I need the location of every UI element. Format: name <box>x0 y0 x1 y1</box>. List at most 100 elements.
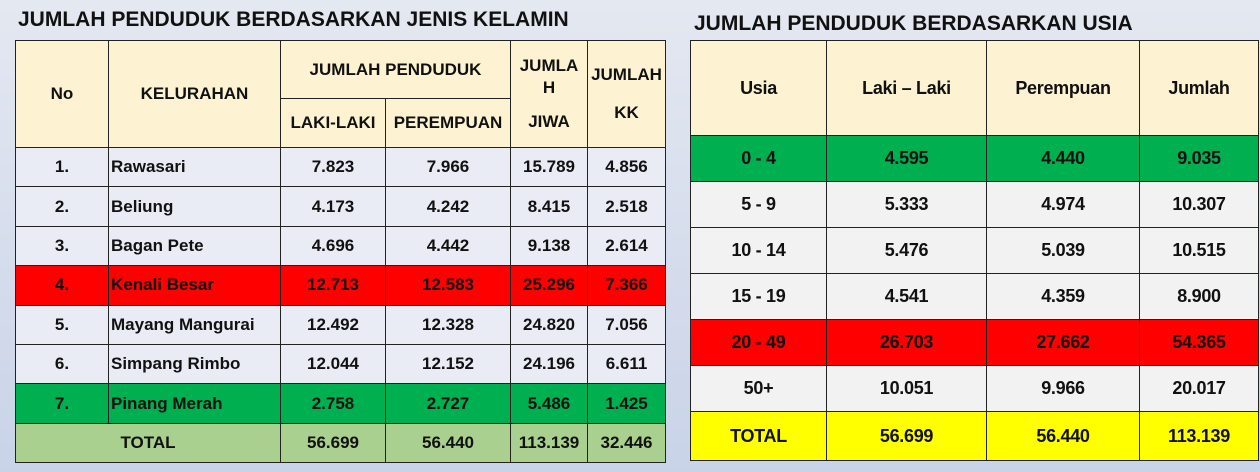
table-cell: Rawasari <box>108 146 281 188</box>
table-cell: 2. <box>15 186 109 227</box>
table-cell: 4.242 <box>385 186 511 227</box>
table-cell: 12.328 <box>385 304 511 345</box>
table-cell: 50+ <box>690 365 827 412</box>
table-row: 50+ 10.051 9.966 20.017 <box>690 365 1259 412</box>
table-cell: 6.611 <box>587 343 666 385</box>
table-cell: 7. <box>15 383 109 424</box>
table-cell: 10 - 14 <box>690 227 827 274</box>
table-cell: 10.515 <box>1139 227 1259 274</box>
table-cell: 5.039 <box>986 227 1140 274</box>
table-cell: 9.035 <box>1139 135 1259 182</box>
table-row: 4. Kenali Besar 12.713 12.583 25.296 7.366 <box>15 265 666 306</box>
table-cell: 24.196 <box>510 343 588 385</box>
table-cell: 4.359 <box>986 273 1140 320</box>
table-cell: 7.966 <box>385 146 511 188</box>
total-cell: TOTAL <box>15 422 281 464</box>
table-cell: Simpang Rimbo <box>108 343 281 385</box>
header-cell: No <box>15 40 109 148</box>
table-row: 6. Simpang Rimbo 12.044 12.152 24.196 6.611 <box>15 343 666 385</box>
table-cell: 4.856 <box>587 146 666 188</box>
table-cell: 12.713 <box>280 265 386 306</box>
table-cell: 54.365 <box>1139 319 1259 366</box>
table-cell: 4.442 <box>385 225 511 267</box>
table-cell: Mayang Mangurai <box>108 304 281 345</box>
table-cell: 2.518 <box>587 186 666 227</box>
table-cell: 12.492 <box>280 304 386 345</box>
table-cell: 5 - 9 <box>690 181 827 228</box>
table-row: 1. Rawasari 7.823 7.966 15.789 4.856 <box>15 146 666 188</box>
left-title: JUMLAH PENDUDUK BERDASARKAN JENIS KELAMI… <box>18 8 569 31</box>
header-cell: Jumlah <box>1139 40 1259 136</box>
header-cell: JUMLAH PENDUDUK <box>280 40 511 99</box>
table-cell: 8.415 <box>510 186 588 227</box>
table-cell: 2.727 <box>385 383 511 424</box>
table-cell: 9.138 <box>510 225 588 267</box>
table-cell: 12.152 <box>385 343 511 385</box>
table-cell: 5. <box>15 304 109 345</box>
header-line: JUMLAH <box>591 65 662 84</box>
table-cell: 15 - 19 <box>690 273 827 320</box>
total-row: TOTAL 56.699 56.440 113.139 32.446 <box>15 422 666 464</box>
total-cell: 56.440 <box>986 411 1140 461</box>
table-row: 0 - 4 4.595 4.440 9.035 <box>690 135 1259 182</box>
total-cell: 113.139 <box>1139 411 1259 461</box>
header-cell: KELURAHAN <box>108 40 281 148</box>
header-line: JIWA <box>528 112 570 131</box>
total-cell: TOTAL <box>690 411 827 461</box>
table-cell: 2.758 <box>280 383 386 424</box>
header-line: H <box>542 78 556 97</box>
table-row: 10 - 14 5.476 5.039 10.515 <box>690 227 1259 274</box>
table-cell: 4.440 <box>986 135 1140 182</box>
table-cell: 5.486 <box>510 383 588 424</box>
table-cell: 7.056 <box>587 304 666 345</box>
table-cell: 1. <box>15 146 109 188</box>
table-cell: 3. <box>15 225 109 267</box>
table-row: 3. Bagan Pete 4.696 4.442 9.138 2.614 <box>15 225 666 267</box>
table-cell: 25.296 <box>510 265 588 306</box>
table-cell: 4. <box>15 265 109 306</box>
header-cell: Laki – Laki <box>826 40 987 136</box>
table-cell: 15.789 <box>510 146 588 188</box>
total-row: TOTAL 56.699 56.440 113.139 <box>690 411 1259 461</box>
table-cell: 4.974 <box>986 181 1140 228</box>
table-cell: 1.425 <box>587 383 666 424</box>
header-cell: Usia <box>690 40 827 136</box>
table-cell: 4.595 <box>826 135 987 182</box>
header-cell: Perempuan <box>986 40 1140 136</box>
table-cell: 20.017 <box>1139 365 1259 412</box>
table-cell: Bagan Pete <box>108 225 281 267</box>
table-cell: 5.333 <box>826 181 987 228</box>
table-cell: 26.703 <box>826 319 987 366</box>
table-cell: 12.583 <box>385 265 511 306</box>
gender-table: No KELURAHAN JUMLAH PENDUDUK JUMLA H JIW… <box>15 40 666 464</box>
total-cell: 56.699 <box>280 422 386 464</box>
table-row: 2. Beliung 4.173 4.242 8.415 2.518 <box>15 186 666 227</box>
total-cell: 56.440 <box>385 422 511 464</box>
header-line: KK <box>614 103 639 122</box>
table-row: 20 - 49 26.703 27.662 54.365 <box>690 319 1259 366</box>
table-cell: 4.696 <box>280 225 386 267</box>
header-cell: LAKI-LAKI <box>280 98 386 148</box>
table-cell: 6. <box>15 343 109 385</box>
table-cell: 12.044 <box>280 343 386 385</box>
table-cell: 10.051 <box>826 365 987 412</box>
table-cell: 7.366 <box>587 265 666 306</box>
table-cell: 4.541 <box>826 273 987 320</box>
table-cell: Beliung <box>108 186 281 227</box>
table-cell: 7.823 <box>280 146 386 188</box>
total-cell: 32.446 <box>587 422 666 464</box>
age-table: Usia Laki – Laki Perempuan Jumlah 0 - 4 4.59… <box>690 40 1259 461</box>
table-cell: 8.900 <box>1139 273 1259 320</box>
header-cell: JUMLAH KK <box>587 40 666 148</box>
header-cell: JUMLA H JIWA <box>510 40 588 148</box>
header-cell: PEREMPUAN <box>385 98 511 148</box>
total-cell: 56.699 <box>826 411 987 461</box>
table-cell: 0 - 4 <box>690 135 827 182</box>
table-row: 5 - 9 5.333 4.974 10.307 <box>690 181 1259 228</box>
total-cell: 113.139 <box>510 422 588 464</box>
table-cell: 20 - 49 <box>690 319 827 366</box>
table-cell: 4.173 <box>280 186 386 227</box>
table-cell: Kenali Besar <box>108 265 281 306</box>
table-row: 15 - 19 4.541 4.359 8.900 <box>690 273 1259 320</box>
